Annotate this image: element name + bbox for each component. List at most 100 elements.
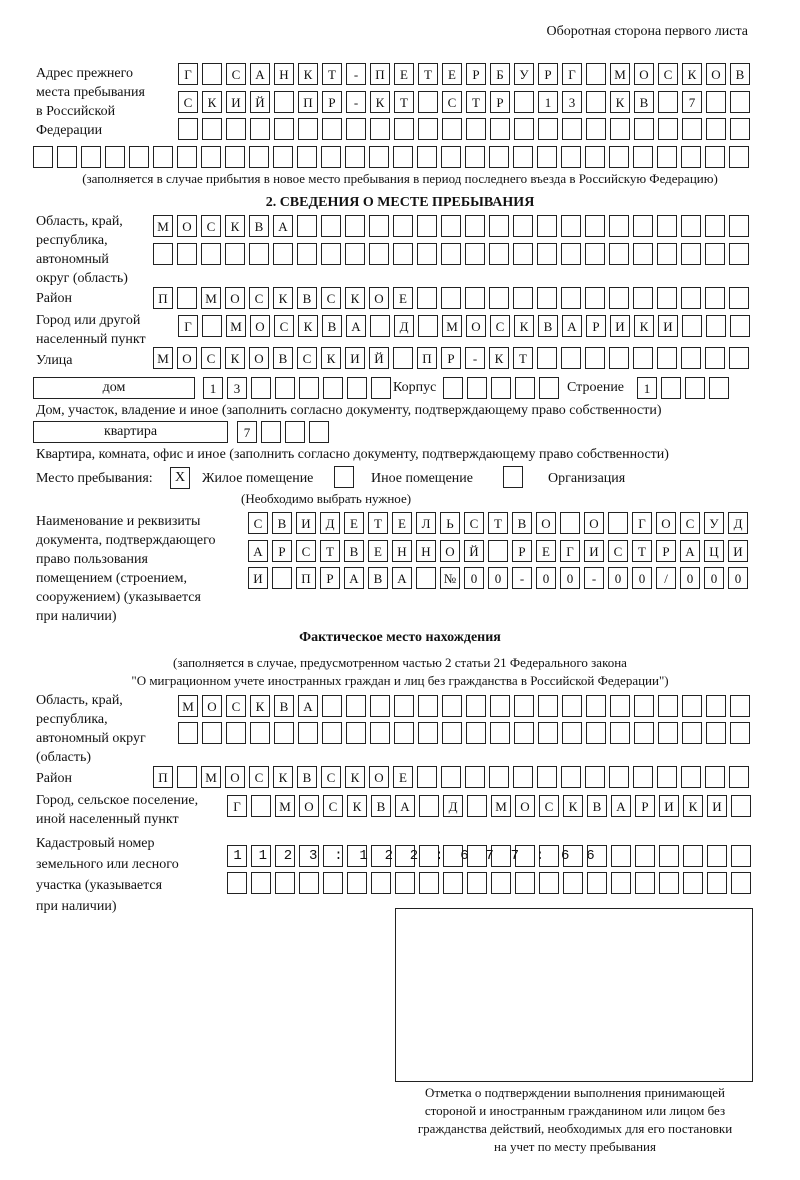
char-cell[interactable] — [537, 347, 557, 369]
prev-address-row-3[interactable] — [178, 118, 750, 140]
cadastral-row-1-boxes[interactable] — [227, 845, 751, 867]
char-cell[interactable] — [658, 695, 678, 717]
char-cell[interactable]: Р — [320, 567, 340, 589]
char-cell[interactable]: П — [153, 287, 173, 309]
char-cell[interactable] — [488, 540, 508, 562]
char-cell[interactable] — [585, 347, 605, 369]
char-cell[interactable]: - — [512, 567, 532, 589]
char-cell[interactable]: Й — [369, 347, 389, 369]
char-cell[interactable] — [251, 377, 271, 399]
char-cell[interactable] — [682, 315, 702, 337]
document-row-3[interactable]: И П Р А В А № 0 0-0 0-0 0/0 0 0 — [248, 567, 748, 589]
char-cell[interactable]: В — [344, 540, 364, 562]
char-cell[interactable]: 1 — [637, 377, 657, 399]
char-cell[interactable] — [491, 845, 511, 867]
char-cell[interactable]: М — [201, 287, 221, 309]
char-cell[interactable] — [683, 872, 703, 894]
char-cell[interactable]: С — [226, 695, 246, 717]
char-cell[interactable] — [285, 421, 305, 443]
char-cell[interactable] — [659, 845, 679, 867]
char-cell[interactable]: В — [512, 512, 532, 534]
char-cell[interactable] — [490, 118, 510, 140]
char-cell[interactable] — [370, 695, 390, 717]
char-cell[interactable] — [681, 243, 701, 265]
char-cell[interactable] — [729, 347, 749, 369]
char-cell[interactable] — [418, 695, 438, 717]
char-cell[interactable] — [537, 287, 557, 309]
char-cell[interactable]: Т — [368, 512, 388, 534]
char-cell[interactable] — [346, 722, 366, 744]
char-cell[interactable] — [371, 872, 391, 894]
char-cell[interactable] — [465, 146, 485, 168]
char-cell[interactable] — [177, 766, 197, 788]
char-cell[interactable] — [322, 695, 342, 717]
char-cell[interactable] — [657, 287, 677, 309]
korpus-cells[interactable] — [443, 377, 559, 399]
char-cell[interactable] — [586, 118, 606, 140]
char-cell[interactable] — [418, 722, 438, 744]
char-cell[interactable] — [323, 872, 343, 894]
char-cell[interactable]: - — [465, 347, 485, 369]
char-cell[interactable] — [417, 215, 437, 237]
char-cell[interactable] — [177, 287, 197, 309]
char-cell[interactable] — [251, 795, 271, 817]
char-cell[interactable]: - — [346, 63, 366, 85]
char-cell[interactable]: С — [658, 63, 678, 85]
char-cell[interactable]: О — [440, 540, 460, 562]
char-cell[interactable]: С — [274, 315, 294, 337]
char-cell[interactable] — [633, 146, 653, 168]
char-cell[interactable] — [705, 766, 725, 788]
char-cell[interactable] — [417, 243, 437, 265]
char-cell[interactable]: Н — [274, 63, 294, 85]
char-cell[interactable] — [345, 215, 365, 237]
char-cell[interactable]: - — [584, 567, 604, 589]
char-cell[interactable] — [611, 845, 631, 867]
char-cell[interactable] — [537, 215, 557, 237]
char-cell[interactable] — [394, 118, 414, 140]
char-cell[interactable]: О — [177, 215, 197, 237]
char-cell[interactable]: О — [225, 766, 245, 788]
char-cell[interactable] — [515, 377, 535, 399]
char-cell[interactable] — [731, 872, 751, 894]
char-cell[interactable] — [323, 377, 343, 399]
char-cell[interactable] — [611, 872, 631, 894]
char-cell[interactable]: С — [442, 91, 462, 113]
char-cell[interactable] — [705, 287, 725, 309]
char-cell[interactable]: 1 — [538, 91, 558, 113]
char-cell[interactable]: 0 — [632, 567, 652, 589]
char-cell[interactable] — [489, 243, 509, 265]
checkbox-organization[interactable] — [503, 466, 523, 488]
char-cell[interactable] — [298, 118, 318, 140]
char-cell[interactable] — [561, 146, 581, 168]
char-cell[interactable] — [706, 722, 726, 744]
char-cell[interactable] — [682, 695, 702, 717]
char-cell[interactable]: М — [226, 315, 246, 337]
char-cell[interactable] — [393, 347, 413, 369]
char-cell[interactable]: Т — [320, 540, 340, 562]
char-cell[interactable]: Д — [320, 512, 340, 534]
char-cell[interactable]: И — [707, 795, 727, 817]
char-cell[interactable] — [153, 146, 173, 168]
char-cell[interactable]: А — [344, 567, 364, 589]
char-cell[interactable] — [251, 845, 271, 867]
char-cell[interactable] — [538, 118, 558, 140]
char-cell[interactable]: Е — [368, 540, 388, 562]
char-cell[interactable] — [730, 695, 750, 717]
char-cell[interactable] — [514, 118, 534, 140]
char-cell[interactable]: Е — [442, 63, 462, 85]
char-cell[interactable] — [251, 872, 271, 894]
char-cell[interactable] — [561, 215, 581, 237]
char-cell[interactable] — [321, 146, 341, 168]
char-cell[interactable] — [417, 287, 437, 309]
char-cell[interactable]: Е — [394, 63, 414, 85]
char-cell[interactable]: С — [249, 287, 269, 309]
char-cell[interactable] — [393, 243, 413, 265]
char-cell[interactable] — [322, 118, 342, 140]
char-cell[interactable] — [33, 146, 53, 168]
char-cell[interactable]: Т — [322, 63, 342, 85]
char-cell[interactable] — [706, 118, 726, 140]
